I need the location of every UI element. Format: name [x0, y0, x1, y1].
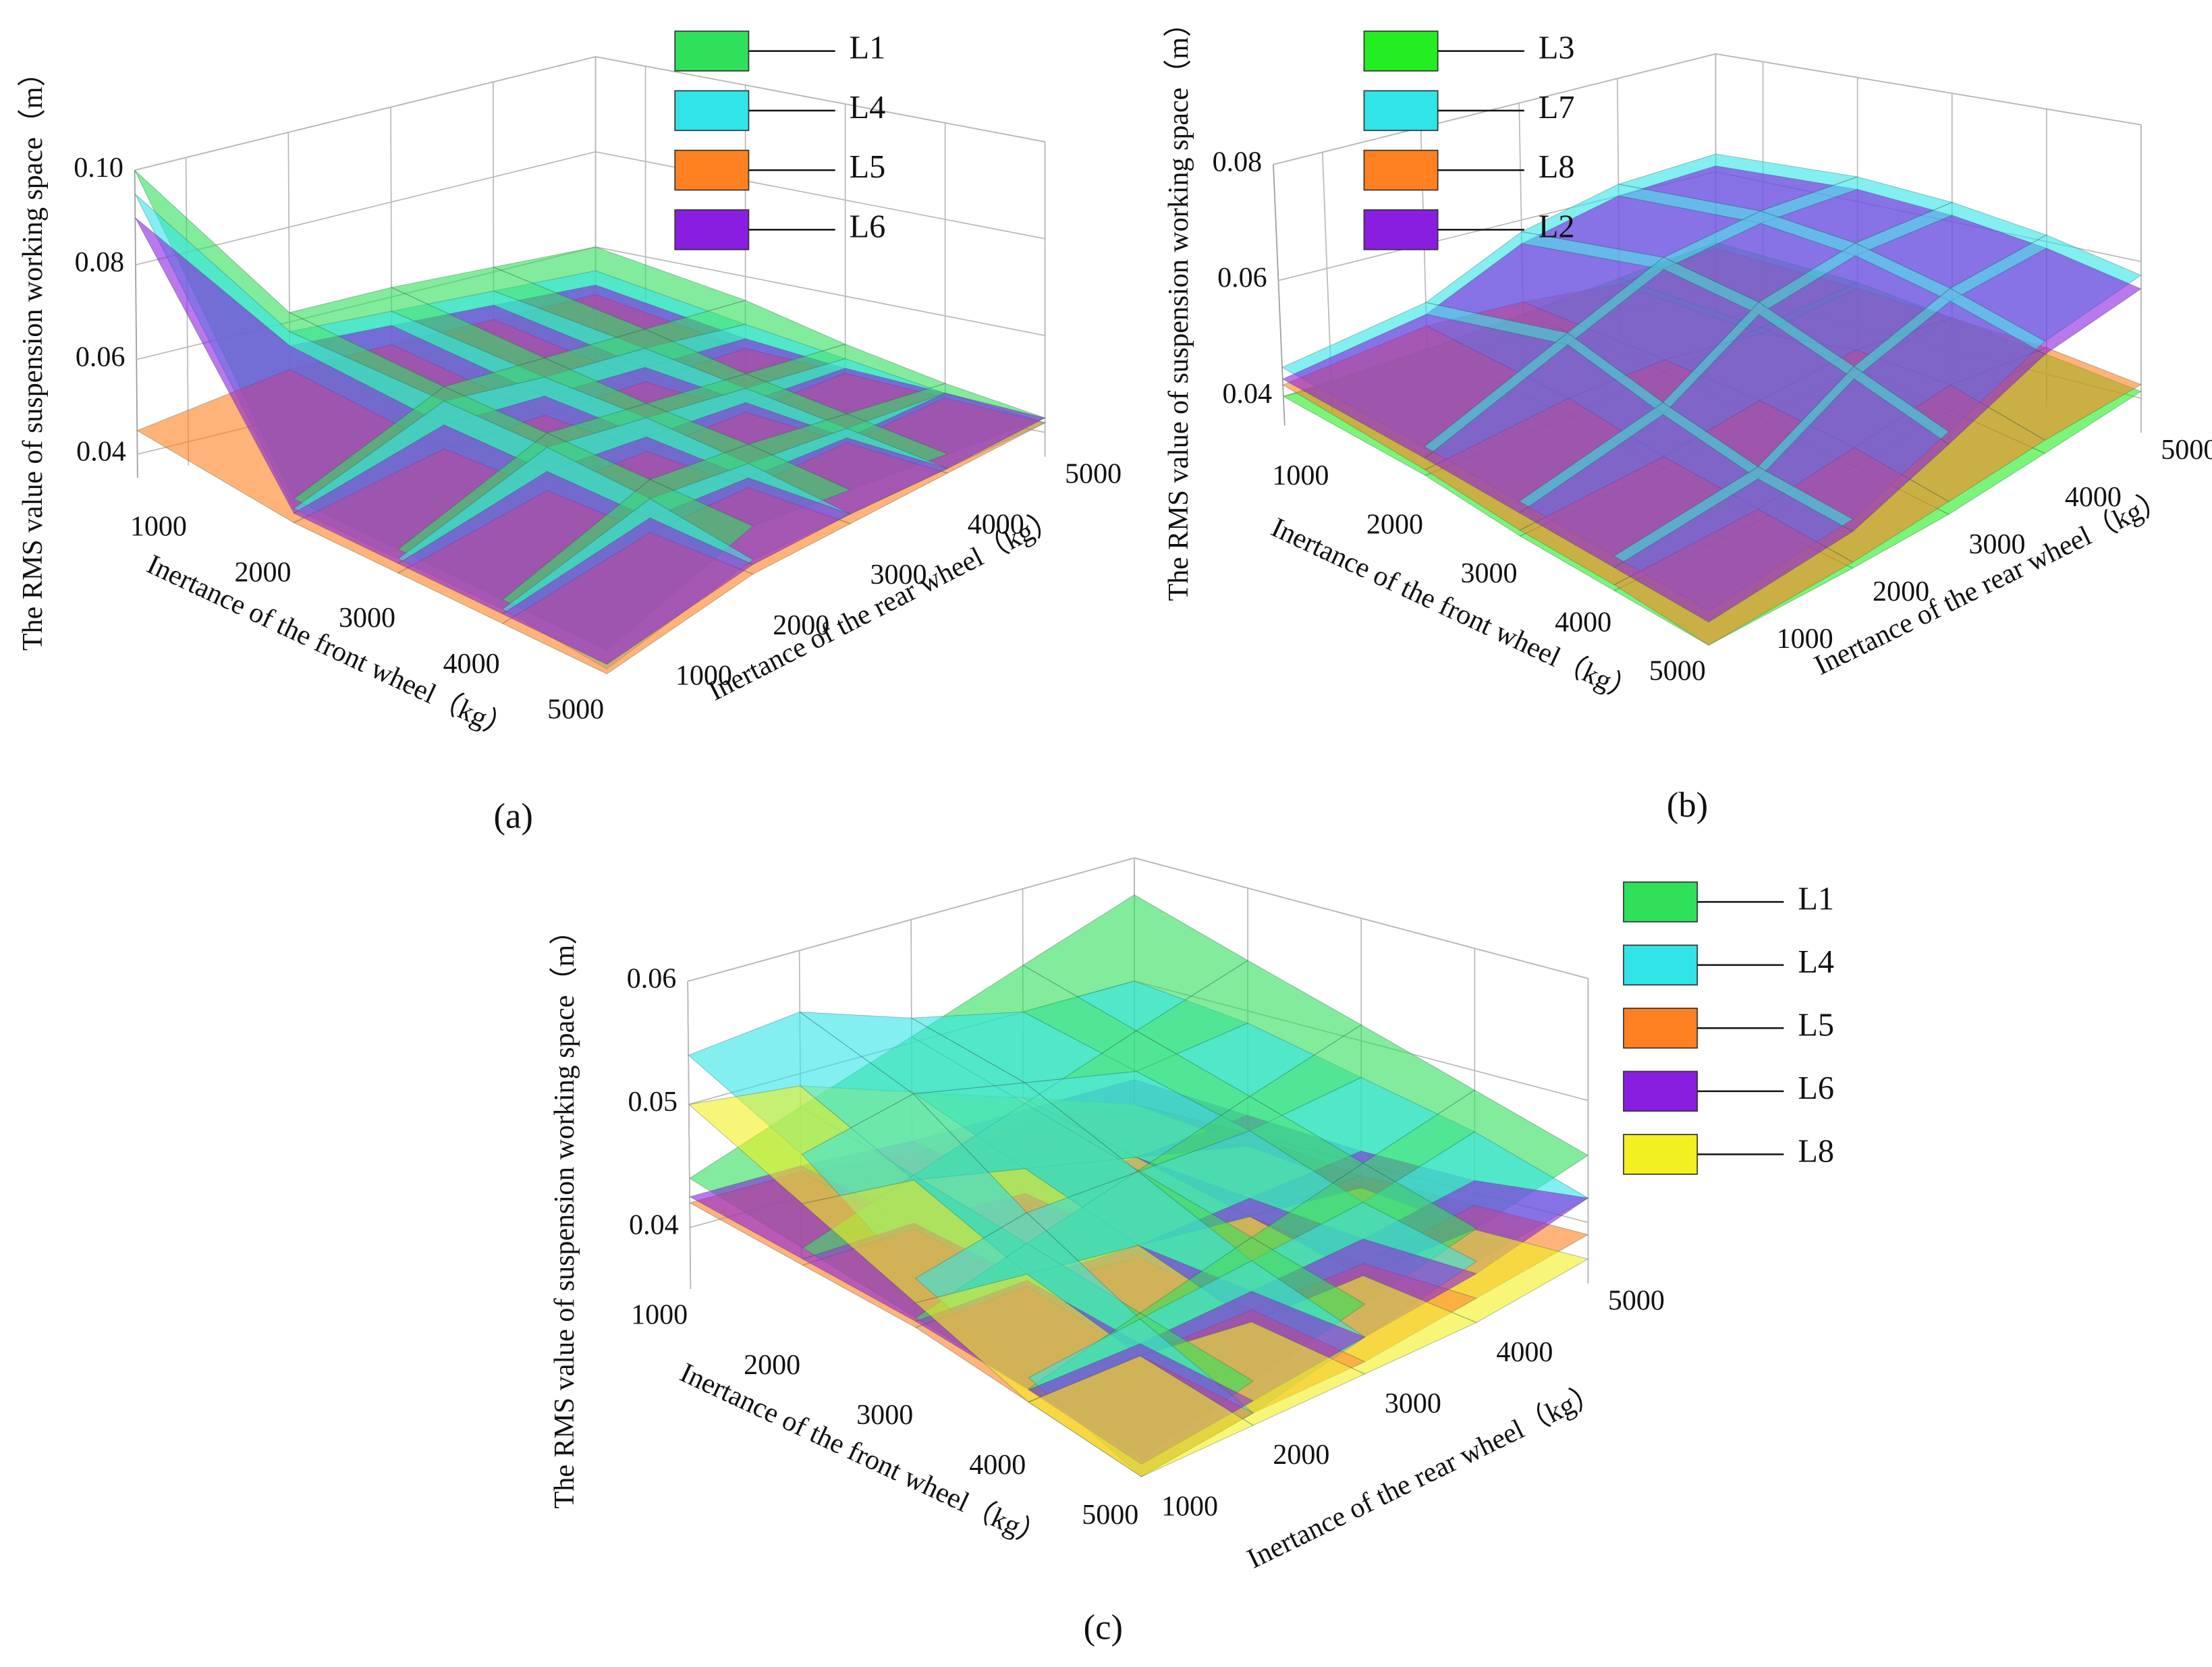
legend-swatch — [674, 209, 750, 250]
y-tick-label: 5000 — [2161, 435, 2212, 466]
y-tick-label: 4000 — [968, 509, 1024, 540]
grid-line — [595, 151, 1045, 240]
legend-swatch — [1623, 1134, 1698, 1175]
legend-label: L1 — [1798, 881, 1834, 917]
legend-label: L6 — [850, 209, 886, 244]
x-tick-label: 3000 — [339, 603, 395, 634]
legend-label: L5 — [1798, 1007, 1834, 1043]
y-tick-label: 3000 — [1385, 1388, 1441, 1419]
legend-swatch — [1623, 944, 1698, 986]
x-tick-label: 2000 — [234, 557, 291, 588]
legend-swatch — [1363, 149, 1439, 191]
surface-patch — [501, 517, 754, 665]
y-tick-label: 3000 — [1968, 529, 2025, 560]
x-tick-label: 4000 — [969, 1450, 1026, 1481]
z-tick-label: 0.05 — [628, 1087, 678, 1118]
legend-label: L4 — [1798, 944, 1834, 980]
x-tick-label: 1000 — [631, 1300, 688, 1331]
surface-patch — [1613, 478, 1854, 623]
grid-line — [1273, 53, 1716, 165]
y-tick-label: 4000 — [2065, 482, 2122, 513]
legend-label: L5 — [850, 149, 886, 185]
y-tick-label: 3000 — [870, 559, 927, 591]
legend-label: L2 — [1539, 209, 1575, 244]
legend-label: L8 — [1539, 149, 1575, 185]
y-tick-label: 1000 — [1161, 1491, 1218, 1522]
grid-line — [134, 56, 596, 171]
x-tick-label: 5000 — [547, 694, 604, 725]
z-tick-label: 0.06 — [76, 341, 126, 373]
grid-line — [687, 857, 1135, 982]
x-tick-label: 4000 — [443, 649, 500, 680]
y-tick-label: 2000 — [1273, 1440, 1329, 1471]
y-tick-label: 5000 — [1065, 459, 1122, 490]
x-tick-label: 5000 — [1082, 1500, 1138, 1531]
y-tick-label: 2000 — [1873, 576, 1929, 607]
legend-label: L1 — [850, 30, 886, 66]
x-tick-label: 5000 — [1649, 656, 1706, 687]
z-tick-label: 0.10 — [74, 153, 123, 184]
legend-swatch — [1623, 1008, 1698, 1049]
y-tick-label: 1000 — [675, 660, 732, 691]
z-tick-label: 0.08 — [75, 247, 125, 278]
z-tick-label: 0.08 — [1213, 146, 1263, 177]
y-tick-label: 4000 — [1496, 1337, 1553, 1368]
legend-swatch — [1623, 881, 1698, 923]
legend-swatch — [674, 30, 750, 72]
z-tick-label: 0.04 — [76, 437, 126, 468]
panel-label: (c) — [1084, 1608, 1123, 1647]
box-edge — [134, 170, 138, 479]
grid-line — [687, 981, 692, 1290]
z-tick-label: 0.06 — [1217, 263, 1267, 294]
z-tick-label: 0.04 — [629, 1209, 679, 1240]
legend-swatch — [1363, 30, 1439, 72]
y-tick-label: 2000 — [773, 610, 829, 641]
z-tick-label: 0.06 — [627, 964, 677, 995]
legend-swatch — [1363, 90, 1439, 132]
legend-label: L3 — [1539, 30, 1575, 66]
x-tick-label: 2000 — [744, 1350, 800, 1381]
y-tick-label: 1000 — [1777, 624, 1833, 655]
grid-line — [595, 56, 1045, 142]
x-tick-label: 1000 — [130, 512, 187, 543]
legend-swatch — [674, 90, 750, 132]
z-tick-label: 0.04 — [1223, 379, 1273, 410]
box-edge — [1273, 164, 1285, 426]
z-axis-title: The RMS value of suspension working spac… — [1163, 9, 1194, 601]
legend-swatch — [1363, 209, 1439, 250]
y-tick-label: 5000 — [1608, 1286, 1665, 1317]
grid-line — [595, 246, 1045, 337]
legend-label: L6 — [1798, 1070, 1834, 1106]
x-tick-label: 3000 — [856, 1400, 913, 1431]
x-tick-label: 1000 — [1272, 460, 1329, 491]
legend-label: L4 — [850, 90, 886, 126]
grid-line — [1134, 857, 1588, 979]
surface-patch — [1028, 1355, 1254, 1477]
x-tick-label: 2000 — [1366, 510, 1423, 541]
x-tick-label: 3000 — [1461, 558, 1518, 589]
x-tick-label: 4000 — [1555, 607, 1611, 638]
z-axis-title: The RMS value of suspension working spac… — [549, 917, 580, 1509]
panel-label: (a) — [494, 797, 533, 836]
legend-label: L8 — [1798, 1133, 1834, 1169]
legend-swatch — [674, 149, 750, 191]
legend-label: L7 — [1539, 90, 1575, 126]
grid-line — [1715, 53, 2142, 126]
z-axis-title: The RMS value of suspension working spac… — [18, 59, 49, 651]
panel-label: (b) — [1667, 786, 1708, 825]
legend-swatch — [1623, 1070, 1698, 1112]
